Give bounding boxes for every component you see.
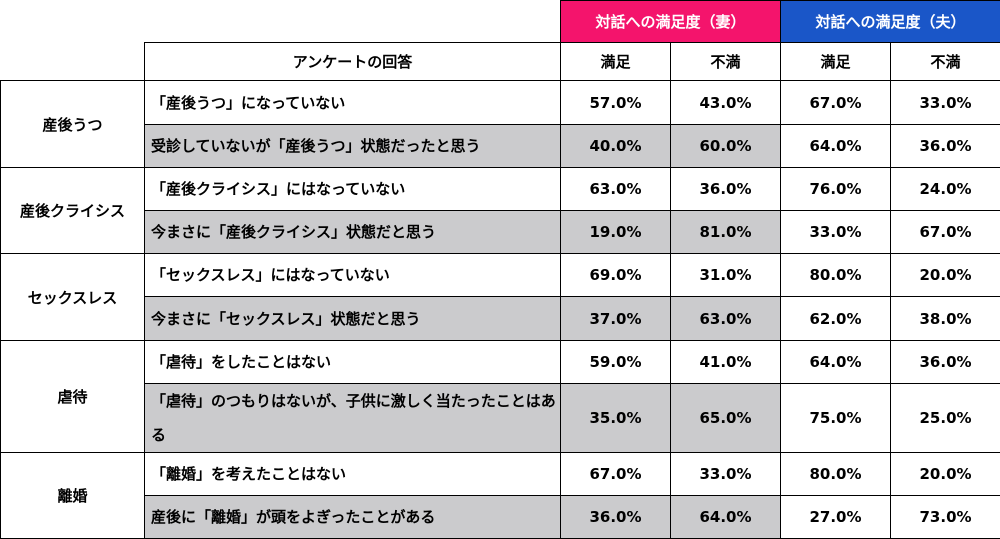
blank-corner (1, 1, 561, 43)
answer-cell: 受診していないが「産後うつ」状態だったと思う (145, 125, 561, 168)
answer-cell: 「離婚」を考えたことはない (145, 453, 561, 496)
wife-satisfied-value: 35.0% (561, 384, 671, 453)
wife-satisfied-value: 40.0% (561, 125, 671, 168)
answer-cell: 「産後うつ」になっていない (145, 81, 561, 125)
husband-dissatisfied-value: 73.0% (891, 496, 1000, 539)
blank-category-header (1, 43, 145, 81)
category-label: 産後クライシス (1, 168, 145, 254)
husband-satisfied-value: 76.0% (781, 168, 891, 211)
husband-dissatisfied-value: 24.0% (891, 168, 1000, 211)
husband-dissatisfied-value: 20.0% (891, 254, 1000, 297)
category-label: セックスレス (1, 254, 145, 341)
wife-dissatisfied-header: 不満 (671, 43, 781, 81)
wife-satisfied-value: 57.0% (561, 81, 671, 125)
wife-satisfied-value: 37.0% (561, 297, 671, 341)
husband-satisfied-header: 満足 (781, 43, 891, 81)
wife-satisfied-header: 満足 (561, 43, 671, 81)
wife-dissatisfied-value: 60.0% (671, 125, 781, 168)
husband-satisfied-value: 62.0% (781, 297, 891, 341)
wife-satisfied-value: 69.0% (561, 254, 671, 297)
wife-satisfied-value: 59.0% (561, 341, 671, 384)
wife-dissatisfied-value: 81.0% (671, 211, 781, 254)
husband-dissatisfied-value: 25.0% (891, 384, 1000, 453)
column-header-row: アンケートの回答 満足 不満 満足 不満 (1, 43, 1000, 81)
wife-dissatisfied-value: 31.0% (671, 254, 781, 297)
husband-dissatisfied-value: 38.0% (891, 297, 1000, 341)
wife-dissatisfied-value: 63.0% (671, 297, 781, 341)
husband-satisfied-value: 80.0% (781, 254, 891, 297)
wife-dissatisfied-value: 65.0% (671, 384, 781, 453)
wife-satisfied-value: 19.0% (561, 211, 671, 254)
husband-group-header: 対話への満足度（夫） (781, 1, 1000, 43)
wife-satisfied-value: 63.0% (561, 168, 671, 211)
answer-column-header: アンケートの回答 (145, 43, 561, 81)
category-label: 虐待 (1, 341, 145, 453)
answer-cell: 今まさに「産後クライシス」状態だと思う (145, 211, 561, 254)
husband-dissatisfied-value: 33.0% (891, 81, 1000, 125)
wife-group-header: 対話への満足度（妻） (561, 1, 781, 43)
category-label: 離婚 (1, 453, 145, 539)
answer-cell: 産後に「離婚」が頭をよぎったことがある (145, 496, 561, 539)
husband-dissatisfied-value: 67.0% (891, 211, 1000, 254)
wife-dissatisfied-value: 33.0% (671, 453, 781, 496)
wife-satisfied-value: 36.0% (561, 496, 671, 539)
husband-satisfied-value: 64.0% (781, 125, 891, 168)
answer-cell: 今まさに「セックスレス」状態だと思う (145, 297, 561, 341)
wife-dissatisfied-value: 43.0% (671, 81, 781, 125)
category-label: 産後うつ (1, 81, 145, 168)
husband-dissatisfied-value: 36.0% (891, 125, 1000, 168)
answer-cell: 「セックスレス」にはなっていない (145, 254, 561, 297)
husband-satisfied-value: 64.0% (781, 341, 891, 384)
answer-cell: 「虐待」をしたことはない (145, 341, 561, 384)
wife-dissatisfied-value: 41.0% (671, 341, 781, 384)
answer-cell: 「虐待」のつもりはないが、子供に激しく当たったことはある (145, 384, 561, 453)
husband-satisfied-value: 27.0% (781, 496, 891, 539)
husband-satisfied-value: 33.0% (781, 211, 891, 254)
answer-cell: 「産後クライシス」にはなっていない (145, 168, 561, 211)
husband-satisfied-value: 80.0% (781, 453, 891, 496)
husband-satisfied-value: 75.0% (781, 384, 891, 453)
wife-satisfied-value: 67.0% (561, 453, 671, 496)
husband-dissatisfied-header: 不満 (891, 43, 1000, 81)
wife-dissatisfied-value: 64.0% (671, 496, 781, 539)
husband-dissatisfied-value: 36.0% (891, 341, 1000, 384)
wife-dissatisfied-value: 36.0% (671, 168, 781, 211)
group-header-row: 対話への満足度（妻） 対話への満足度（夫） (1, 1, 1000, 43)
husband-satisfied-value: 67.0% (781, 81, 891, 125)
husband-dissatisfied-value: 20.0% (891, 453, 1000, 496)
